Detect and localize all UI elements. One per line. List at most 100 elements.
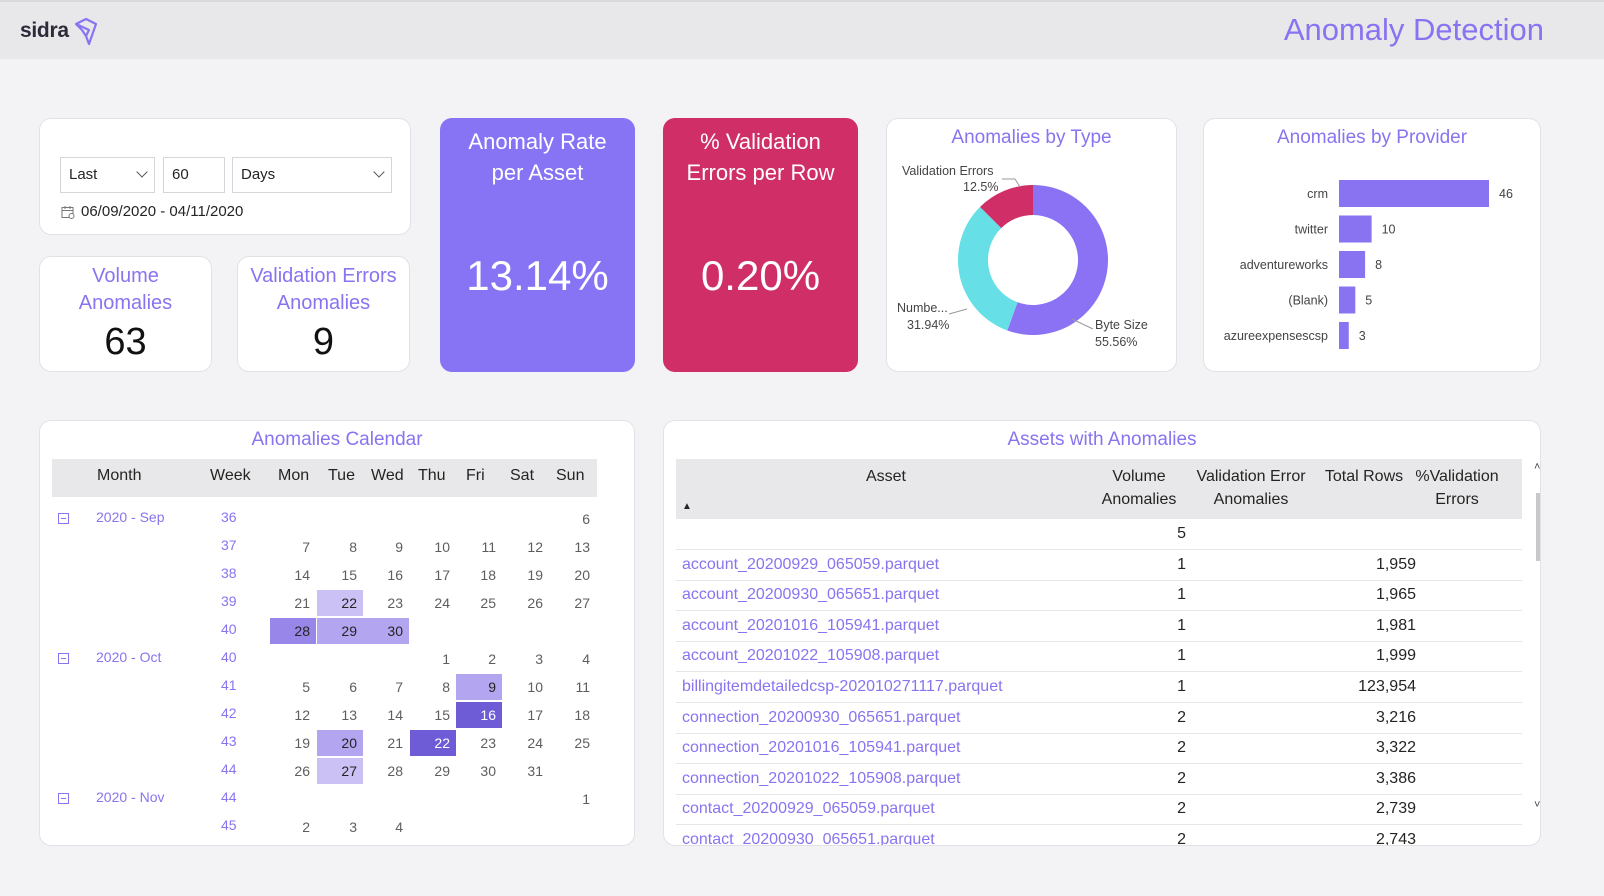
calendar-day-cell[interactable]: 30: [363, 618, 409, 644]
calendar-day-cell[interactable]: 24: [527, 735, 543, 751]
provider-bar-chart[interactable]: crm 46 twitter 10 adventureworks 8 (Blank) 5 azu…: [1204, 119, 1542, 373]
calendar-week-number[interactable]: 36: [221, 509, 237, 525]
table-row[interactable]: account_20200930_065651.parquet 1 1,965: [676, 580, 1522, 612]
calendar-day-cell[interactable]: 27: [574, 595, 590, 611]
header-volume-anomalies[interactable]: Volume Anomalies: [1094, 465, 1184, 511]
calendar-day-cell[interactable]: 8: [349, 539, 357, 555]
asset-name-cell[interactable]: contact_20200930_065651.parquet: [682, 831, 935, 846]
table-row[interactable]: 5: [676, 519, 1522, 550]
header-asset[interactable]: Asset: [865, 468, 906, 485]
calendar-day-cell[interactable]: 6: [582, 511, 590, 527]
asset-name-cell[interactable]: contact_20200929_065059.parquet: [682, 800, 935, 818]
calendar-day-cell[interactable]: 1: [442, 651, 450, 667]
period-amount-input[interactable]: 60: [163, 157, 225, 193]
calendar-day-cell[interactable]: 30: [480, 763, 496, 779]
asset-name-cell[interactable]: account_20200930_065651.parquet: [682, 586, 940, 604]
calendar-day-cell[interactable]: 27: [317, 758, 363, 784]
table-row[interactable]: connection_20201022_105908.parquet 2 3,386: [676, 764, 1522, 795]
table-row[interactable]: connection_20201016_105941.parquet 2 3,322: [676, 733, 1522, 765]
calendar-day-cell[interactable]: 15: [341, 567, 357, 583]
calendar-day-cell[interactable]: 20: [574, 567, 590, 583]
calendar-week-number[interactable]: 45: [221, 817, 237, 833]
calendar-day-cell[interactable]: 31: [527, 763, 543, 779]
calendar-day-cell[interactable]: 16: [387, 567, 403, 583]
calendar-day-cell[interactable]: 19: [527, 567, 543, 583]
calendar-day-cell[interactable]: 12: [294, 707, 310, 723]
calendar-day-cell[interactable]: 29: [434, 763, 450, 779]
header-pct-validation-errors[interactable]: %Validation Errors: [1412, 465, 1502, 511]
period-unit-dropdown[interactable]: Days: [232, 157, 392, 193]
calendar-day-cell[interactable]: 1: [582, 791, 590, 807]
calendar-day-cell[interactable]: 2: [302, 819, 310, 835]
calendar-day-cell[interactable]: 15: [434, 707, 450, 723]
calendar-month-label[interactable]: 2020 - Sep: [96, 509, 165, 525]
header-week[interactable]: Week: [210, 467, 251, 484]
calendar-week-number[interactable]: 42: [221, 705, 237, 721]
date-range-display[interactable]: 06/09/2020 - 04/11/2020: [61, 203, 243, 220]
calendar-day-cell[interactable]: 4: [582, 651, 590, 667]
calendar-day-cell[interactable]: 9: [456, 674, 502, 700]
table-scrollbar-thumb[interactable]: [1536, 493, 1540, 561]
header-tue[interactable]: Tue: [328, 467, 355, 484]
provider-bar[interactable]: [1339, 215, 1372, 243]
calendar-day-cell[interactable]: 8: [442, 679, 450, 695]
calendar-day-cell[interactable]: 4: [395, 819, 403, 835]
calendar-day-cell[interactable]: 11: [481, 539, 496, 555]
calendar-day-cell[interactable]: 22: [317, 590, 363, 616]
calendar-day-cell[interactable]: 23: [480, 735, 496, 751]
header-thu[interactable]: Thu: [418, 467, 446, 484]
calendar-day-cell[interactable]: 14: [387, 707, 403, 723]
calendar-day-cell[interactable]: 28: [387, 763, 403, 779]
calendar-day-cell[interactable]: 5: [302, 679, 310, 695]
calendar-day-cell[interactable]: 10: [434, 539, 450, 555]
calendar-day-cell[interactable]: 13: [574, 539, 590, 555]
calendar-day-cell[interactable]: 7: [395, 679, 403, 695]
calendar-day-cell[interactable]: 18: [574, 707, 590, 723]
header-sun[interactable]: Sun: [556, 467, 585, 484]
header-wed[interactable]: Wed: [371, 467, 404, 484]
calendar-week-number[interactable]: 41: [221, 677, 237, 693]
calendar-day-cell[interactable]: 13: [341, 707, 357, 723]
donut-slice-validation-errors[interactable]: [979, 185, 1033, 229]
provider-bar[interactable]: [1339, 180, 1489, 207]
calendar-day-cell[interactable]: 14: [294, 567, 310, 583]
calendar-month-label[interactable]: 2020 - Nov: [96, 789, 165, 805]
calendar-day-cell[interactable]: 21: [294, 595, 310, 611]
calendar-day-cell[interactable]: 2: [488, 651, 496, 667]
calendar-day-cell[interactable]: 18: [480, 567, 496, 583]
calendar-day-cell[interactable]: 9: [395, 539, 403, 555]
asset-name-cell[interactable]: connection_20201022_105908.parquet: [682, 769, 961, 787]
header-mon[interactable]: Mon: [278, 467, 310, 484]
calendar-week-number[interactable]: 37: [221, 537, 237, 553]
donut-chart[interactable]: Validation Errors 12.5% Numbe... 31.94% …: [887, 119, 1178, 373]
period-mode-dropdown[interactable]: Last: [60, 157, 155, 193]
calendar-day-cell[interactable]: 25: [574, 735, 590, 751]
calendar-week-number[interactable]: 43: [221, 733, 237, 749]
table-row[interactable]: contact_20200930_065651.parquet 2 2,743: [676, 825, 1522, 846]
calendar-day-cell[interactable]: 21: [387, 735, 403, 751]
calendar-day-cell[interactable]: 10: [527, 679, 543, 695]
calendar-day-cell[interactable]: 17: [434, 567, 450, 583]
provider-bar[interactable]: [1339, 286, 1356, 314]
calendar-day-cell[interactable]: 20: [317, 730, 363, 756]
calendar-day-cell[interactable]: 11: [575, 679, 590, 695]
sort-ascending-icon[interactable]: ▲: [682, 501, 692, 512]
calendar-day-cell[interactable]: 28: [270, 618, 316, 644]
calendar-day-cell[interactable]: 26: [527, 595, 543, 611]
calendar-month-label[interactable]: 2020 - Oct: [96, 649, 162, 665]
header-fri[interactable]: Fri: [466, 467, 485, 484]
calendar-day-cell[interactable]: 29: [317, 618, 363, 644]
calendar-day-cell[interactable]: 24: [434, 595, 450, 611]
calendar-week-number[interactable]: 40: [221, 621, 237, 637]
calendar-week-number[interactable]: 44: [221, 761, 237, 777]
asset-name-cell[interactable]: account_20200929_065059.parquet: [682, 555, 940, 573]
asset-name-cell[interactable]: account_20201016_105941.parquet: [682, 616, 940, 634]
table-row[interactable]: connection_20200930_065651.parquet 2 3,216: [676, 703, 1522, 734]
calendar-week-number[interactable]: 40: [221, 649, 237, 665]
collapse-month-button[interactable]: [58, 653, 69, 664]
asset-name-cell[interactable]: connection_20200930_065651.parquet: [682, 708, 961, 726]
calendar-day-cell[interactable]: 23: [387, 595, 403, 611]
asset-name-cell[interactable]: billingitemdetailedcsp-202010271117.parq…: [682, 678, 1003, 695]
calendar-week-number[interactable]: 38: [221, 565, 237, 581]
calendar-day-cell[interactable]: 3: [535, 651, 543, 667]
